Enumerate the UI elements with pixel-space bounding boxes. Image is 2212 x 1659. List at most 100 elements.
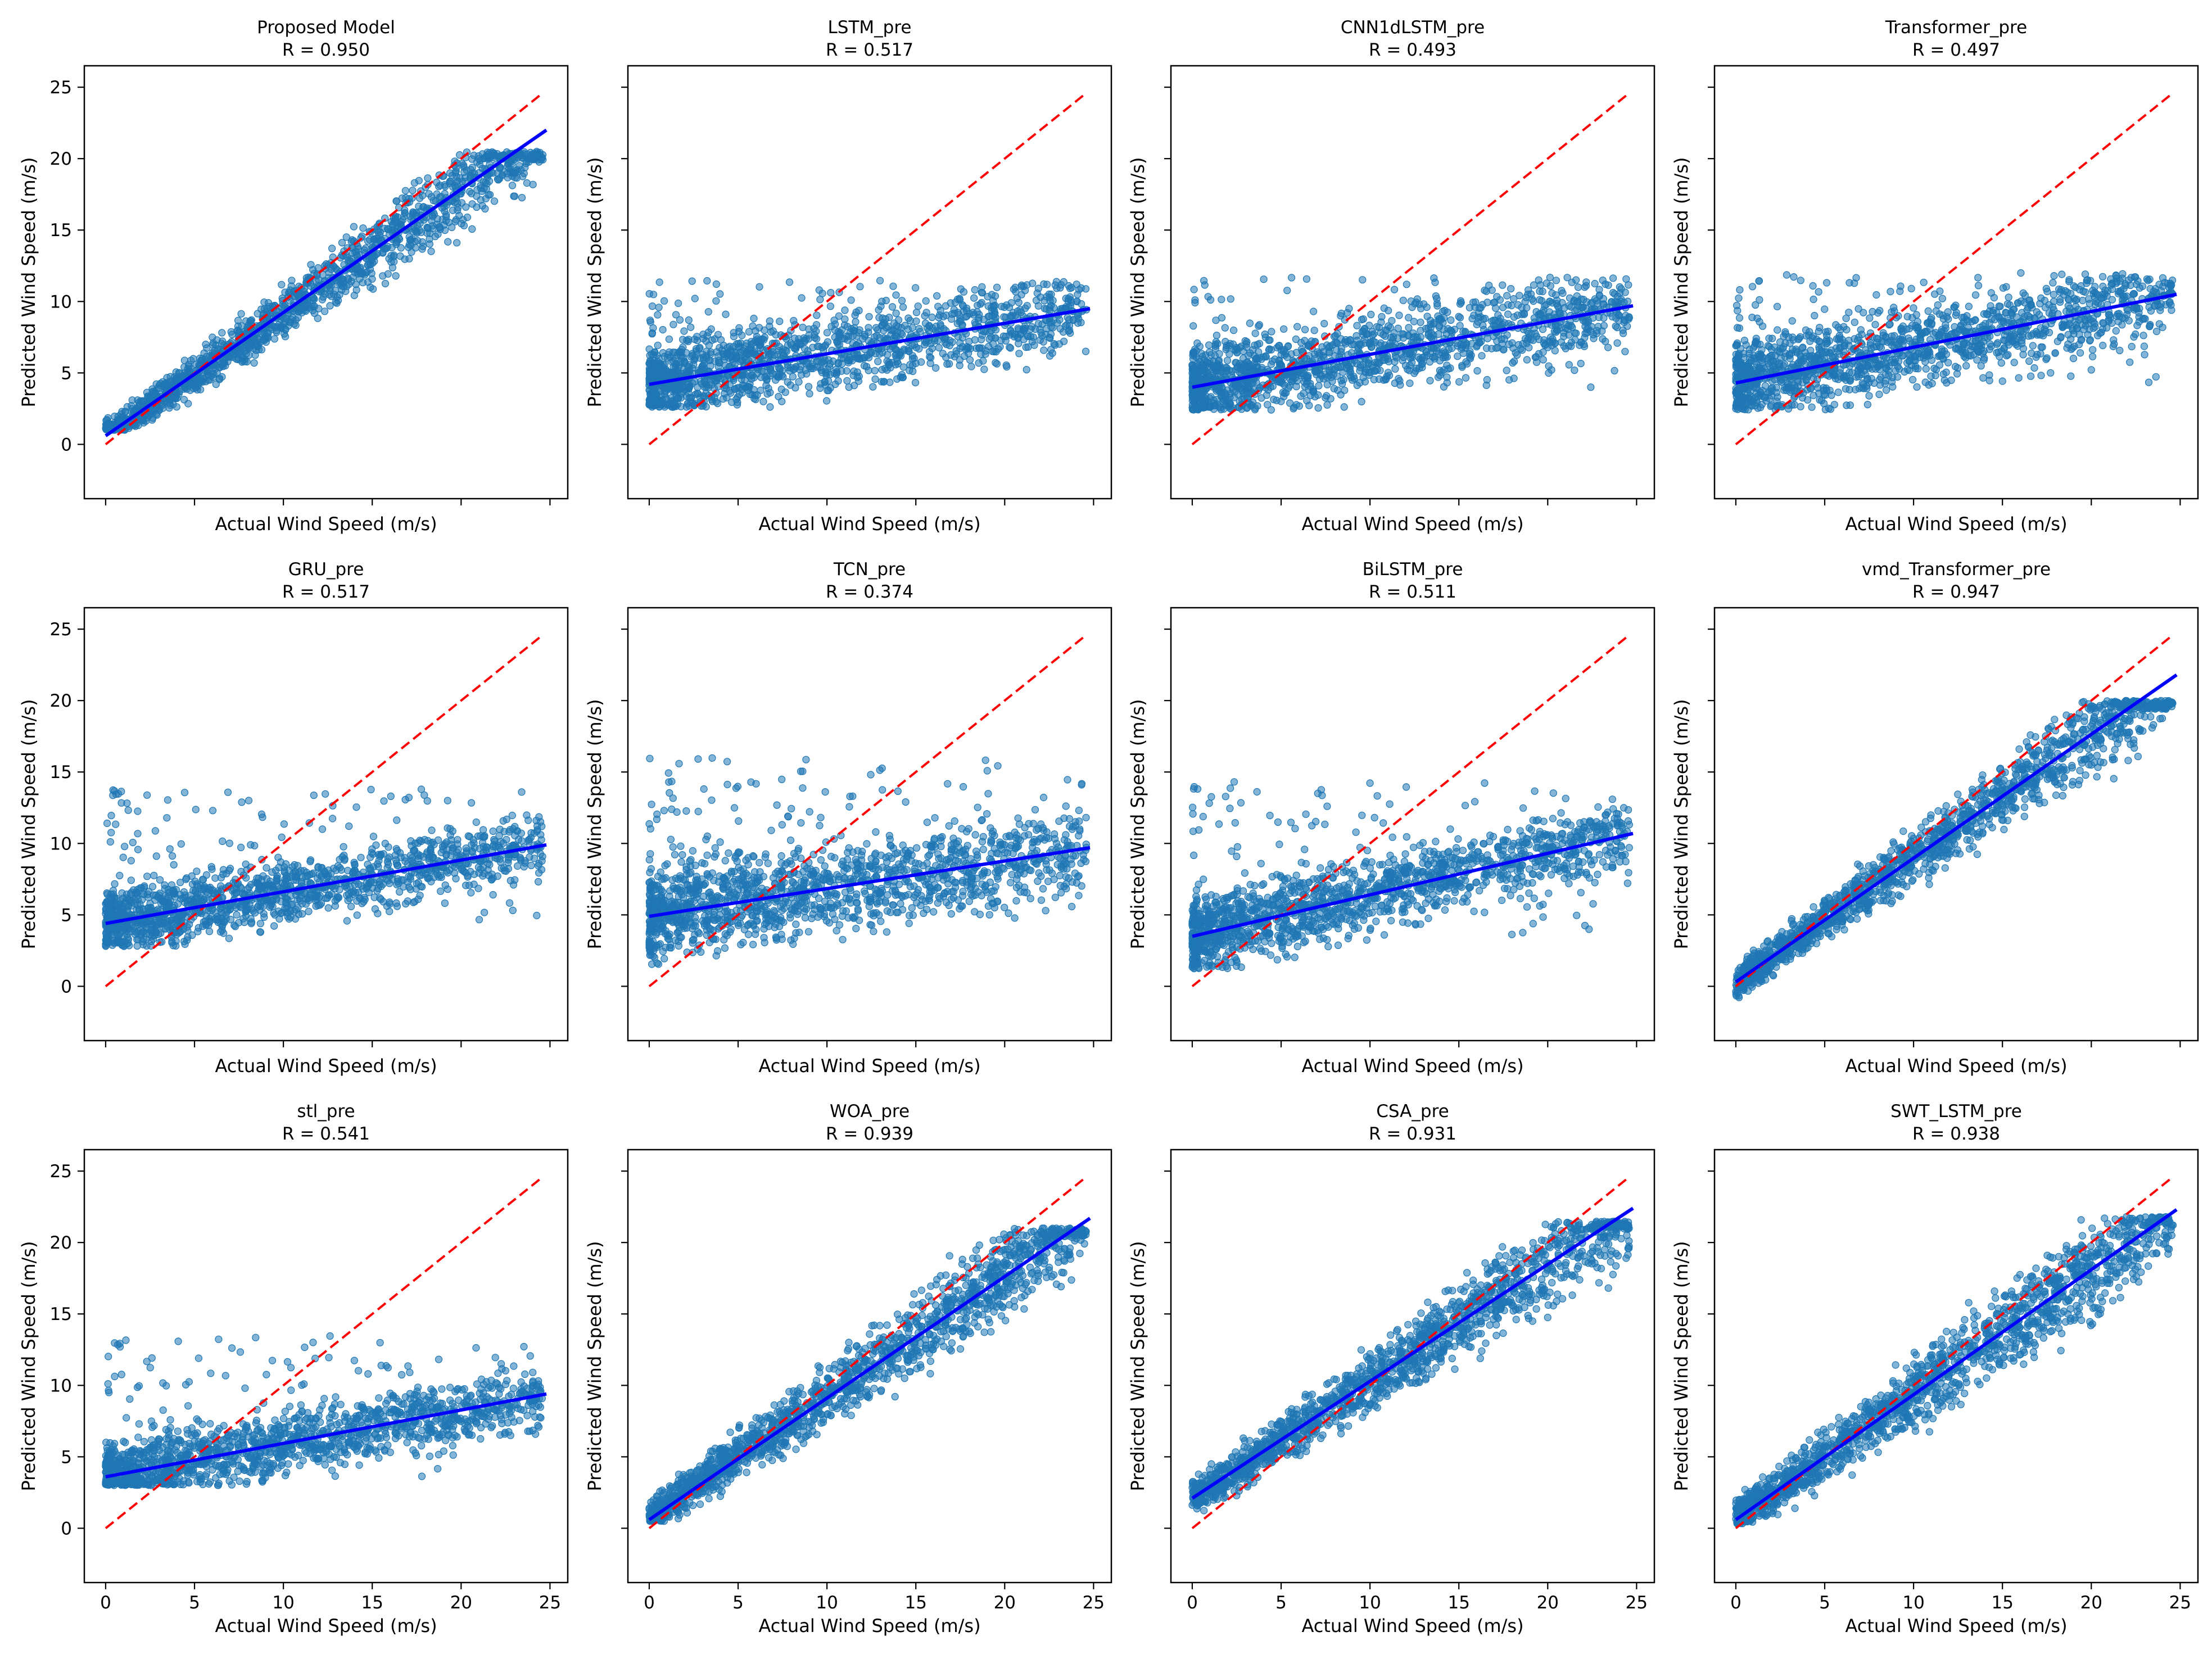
- scatter-point: [330, 263, 338, 270]
- scatter-point: [906, 317, 914, 324]
- scatter-point: [1539, 356, 1547, 364]
- scatter-point: [215, 376, 223, 383]
- scatter-point: [911, 378, 920, 387]
- scatter-point: [338, 239, 346, 247]
- scatter-point: [1074, 291, 1082, 299]
- scatter-point: [681, 358, 689, 366]
- scatter-point: [1546, 297, 1554, 305]
- scatter-point: [137, 397, 145, 406]
- scatter-point: [381, 245, 390, 253]
- scatter-point: [409, 228, 417, 236]
- scatter-point: [1356, 361, 1365, 369]
- scatter-point: [1529, 336, 1537, 344]
- scatter-point: [691, 335, 699, 343]
- scatter-point: [360, 246, 368, 254]
- scatter-point: [216, 346, 224, 354]
- scatter-point: [682, 349, 690, 357]
- scatter-point: [320, 308, 329, 315]
- scatter-point: [1473, 341, 1481, 350]
- scatter-point: [218, 329, 226, 337]
- scatter-point: [756, 283, 763, 291]
- scatter-point: [934, 302, 942, 310]
- scatter-point: [976, 344, 984, 352]
- scatter-point: [1323, 401, 1331, 409]
- scatter-point: [1560, 329, 1568, 337]
- scatter-point: [673, 369, 681, 377]
- scatter-point: [445, 218, 453, 226]
- scatter-point: [1316, 351, 1324, 359]
- scatter-point: [1885, 321, 1893, 329]
- scatter-point: [914, 302, 922, 310]
- scatter-point: [1063, 321, 1071, 329]
- scatter-point: [981, 350, 989, 358]
- scatter-point: [195, 377, 203, 385]
- scatter-point: [379, 272, 387, 280]
- scatter-point: [1590, 334, 1598, 342]
- scatter-point: [991, 292, 999, 300]
- scatter-point: [971, 336, 979, 344]
- scatter-point: [1277, 397, 1285, 405]
- scatter-point: [854, 377, 863, 385]
- scatter-point: [1865, 392, 1873, 400]
- scatter-point: [755, 324, 763, 332]
- scatter-point: [504, 162, 512, 170]
- scatter-point: [2145, 378, 2153, 386]
- scatter-point: [912, 309, 921, 317]
- scatter-point: [766, 403, 774, 411]
- scatter-point: [410, 209, 418, 217]
- scatter-point: [686, 382, 694, 390]
- scatter-point: [477, 196, 485, 204]
- scatter-point: [899, 303, 907, 311]
- subplot-title: Transformer_pre: [1885, 17, 2027, 38]
- scatter-point: [1201, 367, 1209, 376]
- scatter-point: [707, 381, 715, 389]
- scatter-point: [1215, 402, 1223, 410]
- scatter-point: [670, 363, 677, 371]
- scatter-point: [831, 380, 839, 388]
- scatter-point: [1510, 358, 1518, 365]
- scatter-point: [1340, 376, 1347, 384]
- scatter-point: [1581, 329, 1589, 337]
- scatter-point: [775, 392, 782, 401]
- scatter-point: [282, 326, 289, 333]
- scatter-point: [1735, 314, 1744, 322]
- scatter-point: [1447, 316, 1455, 324]
- scatter-point: [1026, 325, 1035, 333]
- scatter-point: [1552, 277, 1560, 284]
- scatter-point: [700, 356, 708, 364]
- scatter-point: [660, 297, 668, 305]
- scatter-point: [436, 193, 444, 201]
- scatter-point: [1470, 311, 1478, 319]
- scatter-point: [705, 341, 713, 349]
- scatter-point: [414, 237, 422, 245]
- scatter-point: [1348, 341, 1356, 349]
- scatter-point: [410, 179, 419, 187]
- scatter-point: [1006, 343, 1014, 351]
- scatter-point: [1604, 343, 1612, 351]
- scatter-point: [1507, 284, 1515, 293]
- scatter-point: [759, 397, 767, 405]
- scatter-point: [1456, 314, 1464, 322]
- scatter-point: [301, 304, 309, 311]
- scatter-point: [877, 302, 885, 310]
- scatter-point: [831, 320, 839, 328]
- scatter-point: [659, 326, 667, 334]
- scatter-point: [1264, 401, 1272, 409]
- scatter-point: [1353, 322, 1361, 329]
- scatter-point: [446, 177, 454, 186]
- scatter-point: [518, 194, 526, 202]
- scatter-point: [865, 328, 872, 336]
- scatter-point: [854, 355, 862, 363]
- scatter-point: [1510, 313, 1518, 321]
- scatter-point: [1533, 358, 1541, 366]
- scatter-point: [1454, 339, 1462, 347]
- scatter-point: [786, 381, 794, 389]
- scatter-point: [1306, 391, 1314, 400]
- scatter-point: [766, 317, 773, 325]
- scatter-point: [825, 356, 833, 364]
- scatter-point: [227, 352, 234, 361]
- scatter-point: [1571, 366, 1578, 374]
- subplot-r-value: R = 0.950: [282, 40, 370, 60]
- scatter-point: [1046, 297, 1054, 305]
- scatter-point: [921, 312, 929, 320]
